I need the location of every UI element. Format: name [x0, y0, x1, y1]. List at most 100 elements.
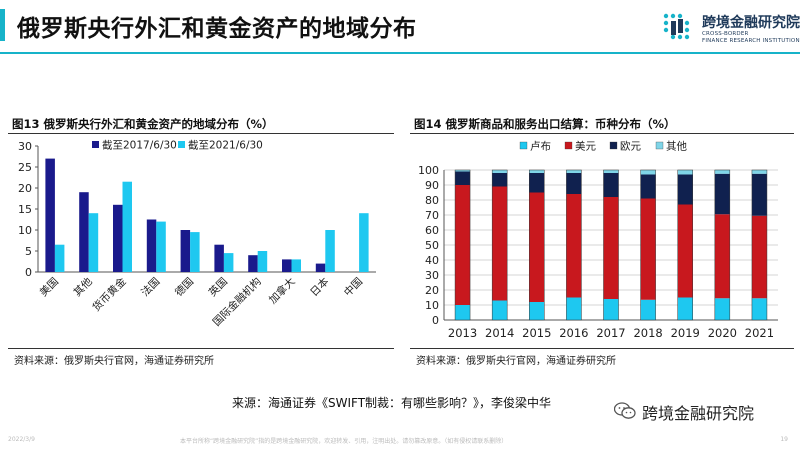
source-caption: 来源：海通证券《SWIFT制裁：有哪些影响？》，李俊梁中华 — [232, 396, 552, 410]
stacked-bar-segment — [640, 174, 656, 199]
stacked-bar-segment — [529, 302, 545, 320]
logo-name-cn: 跨境金融研究院 — [702, 15, 800, 31]
y-tick-label: 100 — [418, 164, 439, 177]
chart-title-rule — [410, 133, 794, 134]
bar-outline — [529, 169, 545, 321]
stacked-bar-segment — [751, 215, 767, 299]
stacked-bar-segment — [751, 170, 767, 174]
stacked-bar-segment — [603, 173, 619, 197]
chart-panel-reserves-geography: 图13 俄罗斯央行外汇和黄金资产的地域分布（%） 0 5 10 15 20 25 30 美国其… — [8, 110, 394, 374]
legend-swatch — [178, 141, 185, 148]
chart-title-rule — [8, 133, 394, 134]
bar — [359, 213, 369, 272]
legend-label: 截至2021/6/30 — [188, 139, 263, 152]
legend-swatch — [655, 141, 664, 150]
stacked-bar-segment — [677, 204, 693, 298]
bar — [180, 230, 191, 272]
stacked-bar-segment — [455, 170, 471, 172]
stacked-bar-segment — [677, 297, 693, 320]
bar — [248, 255, 258, 272]
stacked-bar-segment — [566, 297, 582, 320]
logo-mark-icon — [663, 13, 690, 40]
bar — [122, 181, 132, 272]
bar-outline — [491, 169, 508, 321]
x-tick-label: 法国 — [138, 275, 162, 299]
bar — [325, 230, 335, 272]
y-tick-label: 10 — [425, 299, 439, 312]
bar-outline — [751, 169, 768, 321]
chart-export-currency: 0 10 20 30 40 50 60 70 80 90 100 2013 2014 2015 2016 20… — [418, 140, 778, 340]
chart-source-rule — [410, 348, 794, 349]
legend-label: 美元 — [575, 140, 596, 153]
stacked-bar-segment — [566, 194, 582, 298]
y-tick-label: 40 — [425, 254, 439, 267]
bar — [190, 232, 200, 272]
x-tick-label: 加拿大 — [266, 275, 298, 307]
bar — [146, 219, 157, 272]
bar — [214, 244, 224, 272]
bar-outline — [566, 169, 582, 321]
stacked-bar-segment — [455, 171, 471, 185]
legend-swatch — [92, 141, 99, 148]
bar-outline — [603, 169, 619, 321]
y-tick-label: 50 — [425, 239, 439, 252]
x-tick-label: 2016 — [559, 326, 588, 340]
legend-swatch — [564, 141, 573, 150]
stacked-bar-segment — [566, 170, 582, 173]
y-tick-label: 0 — [432, 314, 439, 327]
bar — [282, 259, 292, 272]
chart-title: 图14 俄罗斯商品和服务出口结算：币种分布（%） — [414, 117, 676, 131]
stacked-bar-segment — [529, 170, 545, 173]
legend-label: 截至2017/6/30 — [102, 139, 177, 152]
institute-logo: 跨境金融研究院 CROSS-BORDER FINANCE RESEARCH IN… — [660, 10, 800, 50]
bar — [291, 259, 301, 272]
x-tick-label: 其他 — [71, 275, 95, 299]
stacked-bar-segment — [492, 300, 508, 320]
y-tick-label: 30 — [425, 269, 439, 282]
y-tick-label: 25 — [18, 161, 32, 174]
logo-name-en-line2: FINANCE RESEARCH INSTITUTION — [702, 38, 800, 44]
title-bar: 俄罗斯央行外汇和黄金资产的地域分布 跨境金融研究院 CROSS-BORDER F… — [0, 0, 800, 56]
x-tick-label: 2013 — [448, 326, 477, 340]
bar-outline — [640, 169, 656, 321]
y-tick-label: 10 — [18, 224, 32, 237]
legend-label: 欧元 — [620, 141, 641, 153]
stacked-bar-segment — [714, 173, 730, 215]
stacked-bar-segment — [492, 186, 508, 301]
x-tick-label: 2014 — [485, 326, 514, 340]
x-tick-label: 2020 — [708, 326, 737, 340]
x-tick-label: 2018 — [633, 326, 662, 340]
bar — [315, 263, 326, 272]
legend-swatch — [519, 141, 528, 150]
y-tick-label: 0 — [25, 266, 32, 279]
legend-label: 卢布 — [530, 140, 551, 153]
bar — [223, 253, 234, 272]
bar — [54, 244, 65, 272]
y-tick-label: 90 — [425, 179, 439, 192]
y-tick-label: 30 — [18, 140, 32, 153]
y-tick-label: 5 — [25, 245, 32, 258]
slide-footer: 2022/3/9 本平台所称“跨境金融研究院”指的是跨境金融研究院，欢迎转发、引… — [0, 436, 800, 450]
stacked-bar-segment — [455, 185, 471, 305]
slide-title: 俄罗斯央行外汇和黄金资产的地域分布 — [17, 16, 417, 42]
stacked-bar-segment — [455, 305, 471, 320]
bar-outline — [454, 169, 471, 321]
y-tick-label: 20 — [18, 182, 32, 195]
x-tick-label: 英国 — [206, 275, 230, 299]
chart-title: 图13 俄罗斯央行外汇和黄金资产的地域分布（%） — [12, 117, 274, 131]
footer-disclaimer: 本平台所称“跨境金融研究院”指的是跨境金融研究院，欢迎转发、引用，注明出处。请勿… — [180, 438, 508, 445]
bar — [257, 251, 268, 272]
stacked-bar-segment — [677, 170, 693, 175]
stacked-bar-segment — [640, 299, 656, 320]
stacked-bar-segment — [492, 170, 508, 173]
bar — [156, 221, 166, 272]
stacked-bar-segment — [714, 214, 730, 299]
wechat-account-name: 跨境金融研究院 — [642, 404, 755, 423]
stacked-bar-segment — [677, 174, 693, 205]
x-tick-label: 2017 — [596, 326, 625, 340]
stacked-bar-segment — [751, 173, 767, 216]
stacked-bar-segment — [529, 173, 545, 193]
chart-panel-export-currency: 图14 俄罗斯商品和服务出口结算：币种分布（%） 0 10 20 30 40 50 60 70… — [410, 110, 794, 374]
stacked-bar-segment — [603, 299, 619, 320]
